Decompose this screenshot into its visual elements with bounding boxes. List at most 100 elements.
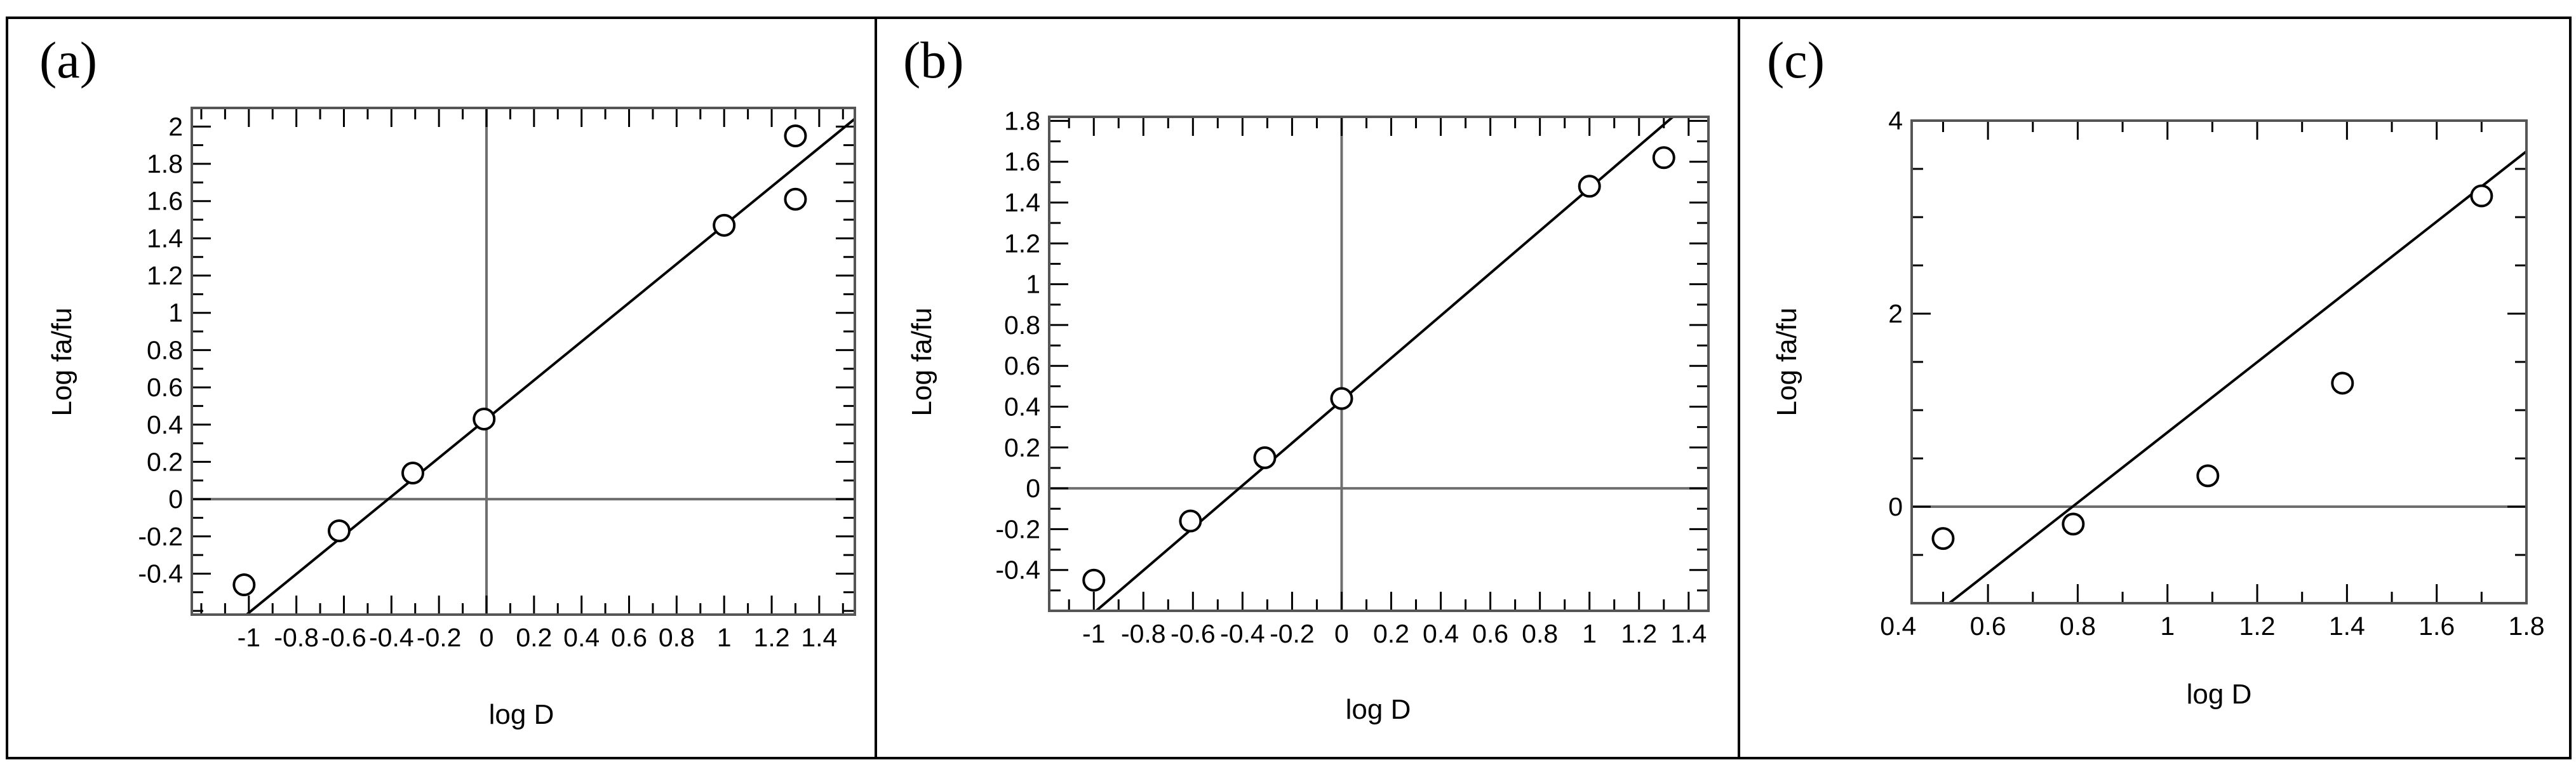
y-tick-label: 0.2 xyxy=(147,447,183,476)
y-tick-label: 0 xyxy=(168,484,183,514)
data-point xyxy=(1082,568,1106,592)
x-tick-label: 1 xyxy=(1582,619,1597,648)
data-point xyxy=(784,124,807,148)
data-point xyxy=(1253,446,1277,469)
y-tick-label: -0.4 xyxy=(995,556,1040,585)
plot-area: -1 -0.8 -0.6 -0.4 -0.2 0 0.2 0.4 0.6 0.8 1 1.2 1.4-0… xyxy=(138,107,856,652)
y-tick-label: 1.6 xyxy=(147,187,183,216)
y-tick-label: 1.8 xyxy=(147,149,183,178)
y-tick-label: -0.2 xyxy=(995,514,1040,544)
x-tick-label: 1.2 xyxy=(754,623,790,652)
x-tick-label: -0.2 xyxy=(417,623,462,652)
x-tick-label: 0.6 xyxy=(1970,611,2006,641)
y-tick-label: 1.2 xyxy=(1004,229,1040,258)
x-tick-label: 1.4 xyxy=(1670,619,1707,648)
y-tick-label: 0 xyxy=(1026,474,1040,503)
y-tick-label: -0.4 xyxy=(138,559,183,588)
y-tick-label: 1.4 xyxy=(1004,188,1040,217)
plot-area: -1 -0.8 -0.6 -0.4 -0.2 0 0.2 0.4 0.6 0.8 1 1.2 1.4-0… xyxy=(995,106,1710,648)
regression-line xyxy=(245,117,855,615)
y-tick-label: 0.8 xyxy=(147,335,183,364)
figure-border xyxy=(6,17,2572,759)
x-tick-label: -0.8 xyxy=(274,623,319,652)
x-tick-label: 0 xyxy=(1334,619,1349,648)
plot-area: 0.4 0.6 0.8 1 1.2 1.4 1.6 1.8 0 2 4 xyxy=(1880,106,2544,641)
y-tick-label: 1 xyxy=(168,298,183,328)
data-point xyxy=(1931,527,1955,550)
x-tick-label: 0.6 xyxy=(611,623,647,652)
panel-label: (a) xyxy=(39,31,97,89)
x-tick-label: 0.8 xyxy=(659,623,695,652)
panel-label: (c) xyxy=(1767,31,1825,89)
y-axis-label: Log fa/fu xyxy=(906,307,937,416)
data-point xyxy=(473,407,496,430)
data-point xyxy=(1652,146,1675,170)
data-point xyxy=(232,573,256,597)
data-point xyxy=(1330,387,1353,410)
data-point xyxy=(1578,175,1601,198)
data-point xyxy=(2331,371,2354,395)
y-tick-label: 0.6 xyxy=(1004,351,1040,380)
x-tick-label: -0.4 xyxy=(1220,619,1265,648)
x-tick-label: 0.4 xyxy=(1880,611,1916,641)
x-axis-label: log D xyxy=(489,699,554,730)
x-tick-label: 1.6 xyxy=(2418,611,2455,641)
panel-label: (b) xyxy=(903,31,964,89)
figure-frames xyxy=(6,17,2572,759)
x-tick-label: 1.8 xyxy=(2509,611,2545,641)
panel-c: (c) 0.4 0.6 0.8 1 1.2 1.4 1.6 1.8 0 2 4 log D Log … xyxy=(1767,31,2545,710)
data-point xyxy=(784,187,807,211)
regression-line xyxy=(1947,150,2526,603)
x-tick-label: 0.2 xyxy=(1373,619,1409,648)
x-tick-label: -1 xyxy=(238,623,260,652)
y-tick-label: 0.8 xyxy=(1004,310,1040,340)
y-tick-label: 1.2 xyxy=(147,261,183,290)
y-tick-label: 2 xyxy=(168,112,183,141)
y-axis-label: Log fa/fu xyxy=(1771,307,1802,416)
x-tick-label: -0.6 xyxy=(1171,619,1216,648)
y-tick-label: 1.4 xyxy=(147,223,183,253)
x-tick-label: 1.2 xyxy=(2239,611,2276,641)
data-point xyxy=(713,213,736,237)
y-tick-label: 1 xyxy=(1026,270,1040,299)
x-tick-label: 0.4 xyxy=(563,623,600,652)
data-point xyxy=(328,519,351,542)
data-point xyxy=(1179,509,1202,533)
x-tick-label: -1 xyxy=(1082,619,1105,648)
x-tick-label: 0 xyxy=(480,623,494,652)
x-tick-label: -0.8 xyxy=(1121,619,1166,648)
x-tick-label: -0.6 xyxy=(321,623,366,652)
x-axis-label: log D xyxy=(2187,679,2252,710)
y-tick-label: 2 xyxy=(1888,299,1903,328)
y-tick-label: -0.2 xyxy=(138,522,183,551)
x-tick-label: 0.2 xyxy=(516,623,552,652)
y-tick-label: 0.4 xyxy=(1004,392,1040,422)
y-tick-label: 0 xyxy=(1888,492,1903,521)
y-tick-label: 0.2 xyxy=(1004,433,1040,462)
x-tick-label: 1 xyxy=(717,623,732,652)
plot-frame xyxy=(191,107,856,616)
y-tick-label: 0.6 xyxy=(147,373,183,402)
data-point xyxy=(2196,464,2220,488)
y-tick-label: 1.6 xyxy=(1004,147,1040,177)
data-point xyxy=(401,462,424,485)
y-tick-label: 4 xyxy=(1888,106,1903,135)
regression-line xyxy=(1094,117,1675,611)
y-axis-label: Log fa/fu xyxy=(46,307,77,416)
y-tick-label: 0.4 xyxy=(147,410,183,439)
x-tick-label: 0.6 xyxy=(1472,619,1508,648)
x-tick-label: -0.4 xyxy=(369,623,414,652)
x-tick-label: -0.2 xyxy=(1270,619,1315,648)
x-tick-label: 1 xyxy=(2160,611,2175,641)
plot-frame xyxy=(1910,119,2528,604)
y-tick-label: 1.8 xyxy=(1004,106,1040,135)
x-tick-label: 1.4 xyxy=(801,623,837,652)
x-tick-label: 1.2 xyxy=(1621,619,1657,648)
plot-frame xyxy=(1048,116,1710,612)
x-axis-label: log D xyxy=(1346,694,1411,725)
data-point xyxy=(2470,184,2493,208)
x-tick-label: 0.8 xyxy=(2060,611,2096,641)
x-tick-label: 0.8 xyxy=(1522,619,1558,648)
panel-a: (a) -1 -0.8 -0.6 -0.4 -0.2 0 0.2 0.4 0.6 0.8 1 1.2 1… xyxy=(39,31,856,730)
